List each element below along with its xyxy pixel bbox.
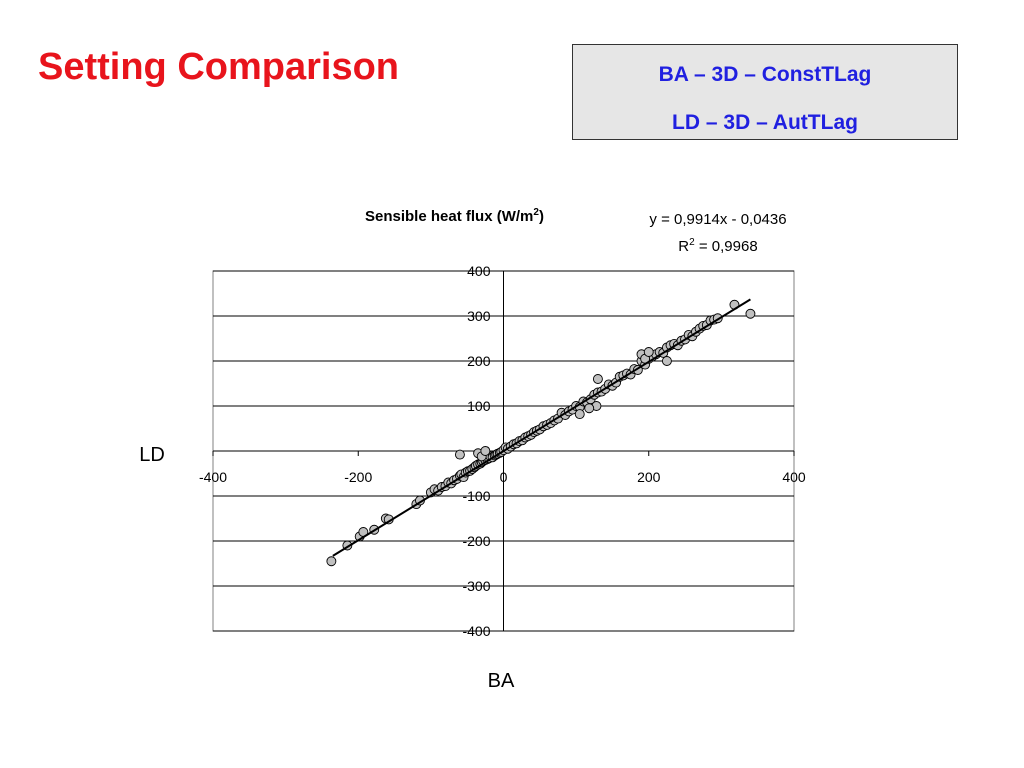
settings-line-ld: LD – 3D – AutTLag — [672, 111, 858, 134]
y-tick-label: 100 — [467, 398, 491, 414]
trendline-equation: y = 0,9914x - 0,0436 — [649, 211, 786, 228]
data-point — [643, 347, 654, 357]
x-tick-label: -400 — [199, 469, 227, 485]
trendline — [332, 298, 751, 557]
data-point — [745, 308, 756, 319]
y-tick-label: -200 — [462, 533, 490, 549]
data-point — [326, 556, 337, 567]
y-tick-label: -300 — [462, 578, 490, 594]
chart-title: Sensible heat flux (W/m2) — [365, 207, 544, 225]
y-axis-label: LD — [139, 444, 165, 466]
y-tick-label: -400 — [462, 623, 490, 639]
x-tick-label: 200 — [637, 469, 661, 485]
plot-area: -400-300-200-1000100200300400-400-200020… — [199, 263, 806, 639]
data-point — [480, 446, 491, 456]
x-axis-label: BA — [488, 670, 515, 692]
data-point — [661, 356, 672, 366]
r-squared-label: R2 = 0,9968 — [678, 237, 757, 255]
data-point — [574, 409, 585, 420]
x-tick-label: 400 — [782, 469, 806, 485]
slide-title: Setting Comparison — [38, 46, 400, 88]
y-tick-label: 300 — [467, 308, 491, 324]
x-tick-label: 0 — [500, 469, 508, 485]
settings-box: BA – 3D – ConstTLag LD – 3D – AutTLag — [572, 44, 958, 140]
data-point — [592, 374, 603, 384]
y-tick-label: 200 — [467, 353, 491, 369]
settings-line-ba: BA – 3D – ConstTLag — [658, 63, 872, 86]
x-tick-label: -200 — [344, 469, 372, 485]
y-tick-label: -100 — [462, 488, 490, 504]
data-point — [454, 449, 465, 460]
data-point — [584, 403, 595, 414]
y-tick-label: 400 — [467, 263, 491, 279]
